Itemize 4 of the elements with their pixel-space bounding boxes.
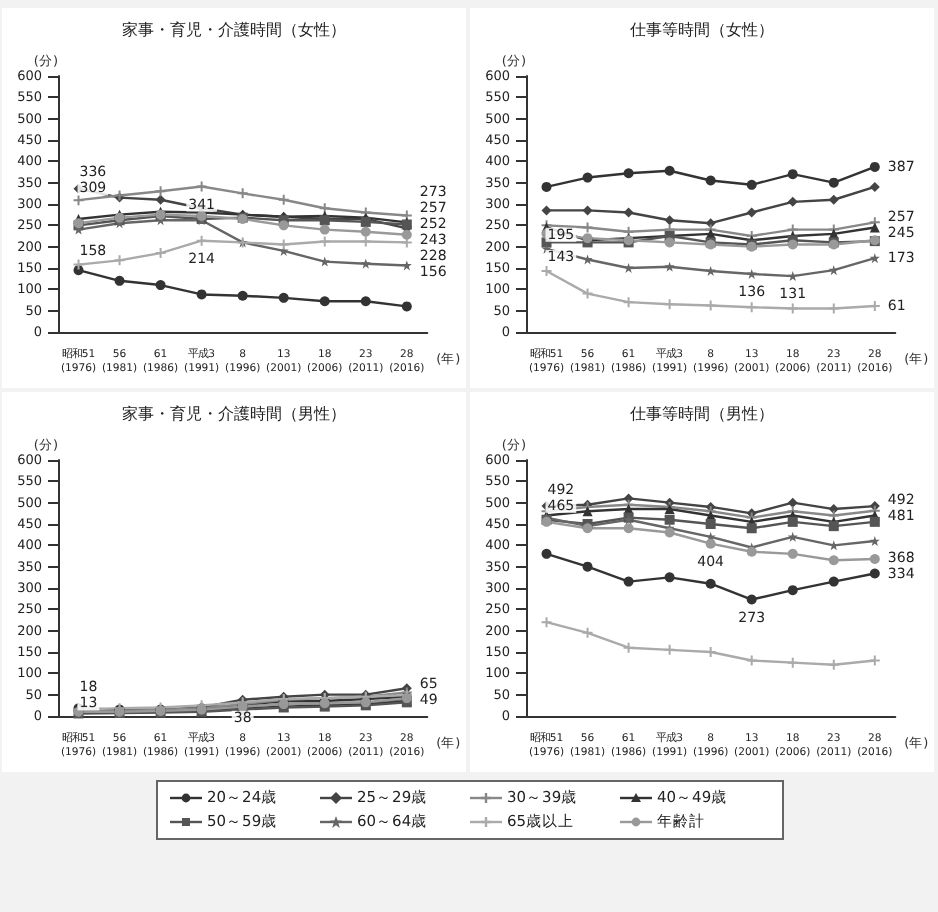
chart-title: 家事・育児・介護時間（男性） [122,405,346,423]
chart-title: 仕事等時間（女性） [630,21,774,39]
chart-title: 仕事等時間（男性） [630,405,774,423]
chart-title: 家事・育児・介護時間（女性） [122,21,346,39]
